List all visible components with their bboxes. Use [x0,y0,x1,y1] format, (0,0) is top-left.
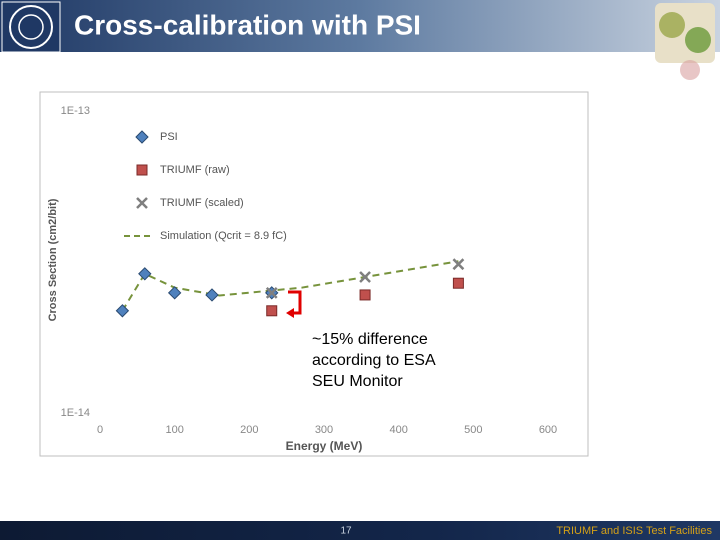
data-point [452,258,465,271]
legend-marker [135,130,149,144]
data-point [138,267,152,281]
x-tick-label: 200 [240,424,258,436]
data-point [205,288,219,302]
x-axis-label: Energy (MeV) [286,439,363,453]
legend-marker [136,164,148,176]
x-tick-label: 0 [97,424,103,436]
annotation: according to ESA [312,352,436,369]
radecs-logo [655,3,715,80]
chart-frame [39,91,589,457]
footer-bar [0,521,720,540]
y-tick-label: 1E-13 [61,105,90,117]
slide-title: Cross-calibration with PSI [74,9,421,40]
data-point [452,277,464,289]
annotation: SEU Monitor [312,373,403,390]
data-point [266,305,278,317]
x-tick-label: 100 [165,424,183,436]
cern-logo [1,1,61,53]
legend-marker [136,197,148,209]
data-point [167,286,182,300]
bracket-arrowhead [286,308,294,318]
header-bar [0,0,720,52]
legend-label: PSI [160,131,178,143]
data-point [265,286,278,299]
plot: 0 100 200 300 400 500 600 1E-14 1E-13 Energy (MeV… [47,105,557,453]
x-tick-label: 300 [315,424,333,436]
difference-bracket [288,290,302,315]
footer-text: TRIUMF and ISIS Test Facilities [556,525,712,537]
data-point [115,304,130,318]
page-number: 17 [340,526,352,537]
data-point [359,271,371,283]
x-tick-label: 600 [539,424,557,436]
y-tick-label: 1E-14 [61,407,90,419]
legend-label: TRIUMF (raw) [160,164,230,176]
y-axis-label: Cross Section (cm2/bit) [47,198,59,321]
legend-label: Simulation (Qcrit = 8.9 fC) [160,230,287,242]
data-point [359,289,371,301]
x-tick-label: 400 [389,424,407,436]
legend-label: TRIUMF (scaled) [160,197,244,209]
annotation: ~15% difference [312,331,428,348]
x-tick-label: 500 [464,424,482,436]
